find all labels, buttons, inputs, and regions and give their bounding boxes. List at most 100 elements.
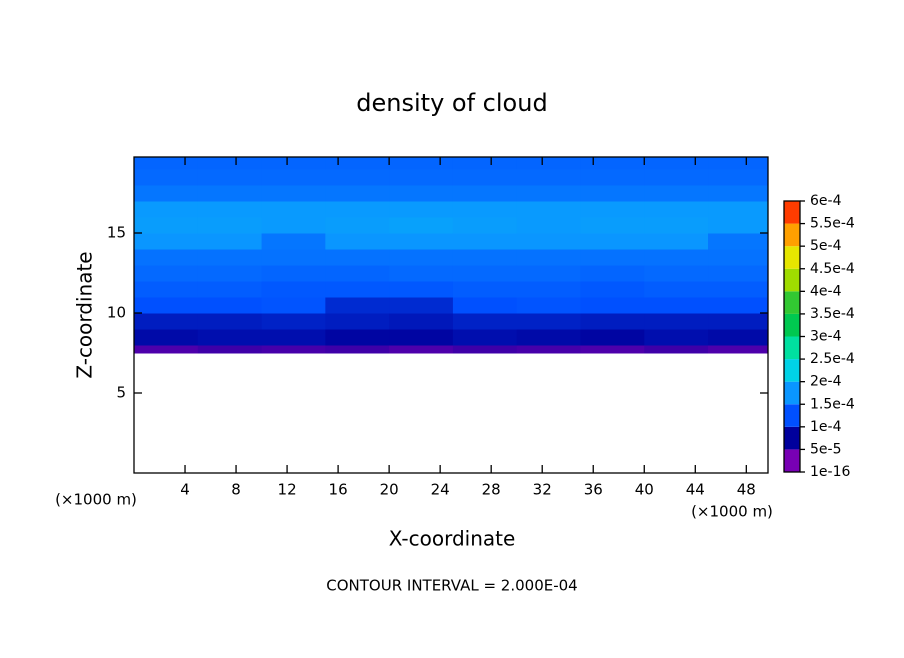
contour-cell <box>708 249 769 266</box>
contour-cell <box>325 281 390 298</box>
x-tick-label: 4 <box>180 481 190 499</box>
colorbar-band <box>784 291 800 314</box>
contour-cell <box>197 345 263 354</box>
colorbar-band <box>784 404 800 427</box>
contour-cell <box>580 329 645 346</box>
x-tick-label: 44 <box>686 481 705 499</box>
x-unit: (×1000 m) <box>691 503 773 521</box>
colorbar-label: 1.5e-4 <box>810 396 855 412</box>
contour-cell <box>134 217 199 234</box>
contour-cell <box>389 329 454 346</box>
contour-cell <box>197 233 263 250</box>
contour-cell <box>389 169 454 186</box>
contour-cell <box>197 217 263 234</box>
contour-cell <box>452 249 518 266</box>
x-tick-label: 20 <box>380 481 399 499</box>
contour-cell <box>452 265 518 282</box>
y-axis-label: Z-coordinate <box>73 251 97 378</box>
x-tick-label: 16 <box>329 481 348 499</box>
contour-cell <box>708 233 769 250</box>
x-tick-label: 32 <box>533 481 552 499</box>
contour-cell <box>389 217 454 234</box>
colorbar-label: 5e-4 <box>810 238 842 254</box>
contour-cell <box>644 265 709 282</box>
contour-cell <box>197 329 263 346</box>
contour-cell <box>197 249 263 266</box>
contour-cell <box>452 329 518 346</box>
contour-cell <box>516 185 581 202</box>
contour-cell <box>516 201 581 218</box>
contour-cell <box>452 217 518 234</box>
y-unit: (×1000 m) <box>55 491 137 509</box>
contour-cell <box>708 217 769 234</box>
contour-cell <box>325 185 390 202</box>
contour-cell <box>389 297 454 314</box>
contour-cell <box>325 169 390 186</box>
contour-cell <box>261 329 326 346</box>
contour-cell <box>261 313 326 330</box>
contour-cell <box>516 281 581 298</box>
contour-cell <box>197 265 263 282</box>
colorbar-label: 3.5e-4 <box>810 306 855 322</box>
contour-cell <box>389 281 454 298</box>
contour-cell <box>580 281 645 298</box>
contour-cell <box>708 265 769 282</box>
contour-cell <box>516 217 581 234</box>
contour-cell <box>452 281 518 298</box>
contour-cell <box>516 169 581 186</box>
colorbar-band <box>784 201 800 224</box>
y-tick-label: 5 <box>116 384 126 402</box>
contour-cell <box>580 313 645 330</box>
contour-cell <box>580 233 645 250</box>
contour-cell <box>580 169 645 186</box>
contour-cell <box>134 345 199 354</box>
contour-cell <box>325 157 390 170</box>
contour-cell <box>134 313 199 330</box>
contour-cell <box>516 345 581 354</box>
colorbar-band <box>784 449 800 472</box>
colorbar-label: 5e-5 <box>810 441 841 457</box>
contour-cell <box>389 345 454 354</box>
contour-cell <box>197 169 263 186</box>
contour-cell <box>708 201 769 218</box>
colorbar-band <box>784 246 800 269</box>
x-tick-label: 40 <box>635 481 654 499</box>
contour-cell <box>389 185 454 202</box>
x-tick-label: 24 <box>431 481 450 499</box>
contour-cell <box>197 201 263 218</box>
contour-cell <box>708 185 769 202</box>
contour-cell <box>325 345 390 354</box>
colorbar-label: 5.5e-4 <box>810 216 855 232</box>
colorbar-band <box>784 336 800 360</box>
contour-cell <box>452 157 518 170</box>
colorbar-label: 4e-4 <box>810 283 842 299</box>
contour-cell <box>708 297 769 314</box>
contour-cell <box>134 185 199 202</box>
contour-cell <box>134 201 199 218</box>
contour-cell <box>197 185 263 202</box>
contour-cell <box>261 249 326 266</box>
contour-cell <box>644 313 709 330</box>
contour-cell <box>580 217 645 234</box>
contour-cell <box>134 265 199 282</box>
contour-cell <box>644 329 709 346</box>
contour-cell <box>389 249 454 266</box>
contour-cell <box>644 185 709 202</box>
contour-cell <box>516 297 581 314</box>
x-tick-label: 28 <box>482 481 501 499</box>
contour-cell <box>325 265 390 282</box>
contour-cell <box>452 345 518 354</box>
contour-cell <box>325 217 390 234</box>
contour-cell <box>644 281 709 298</box>
colorbar-label: 4.5e-4 <box>810 261 855 277</box>
contour-cell <box>325 313 390 330</box>
contour-cell <box>134 281 199 298</box>
contour-cell <box>580 201 645 218</box>
contour-cell <box>134 249 199 266</box>
contour-cell <box>516 249 581 266</box>
contour-cell <box>389 157 454 170</box>
contour-cell <box>325 329 390 346</box>
contour-cell <box>261 281 326 298</box>
contour-cell <box>261 201 326 218</box>
